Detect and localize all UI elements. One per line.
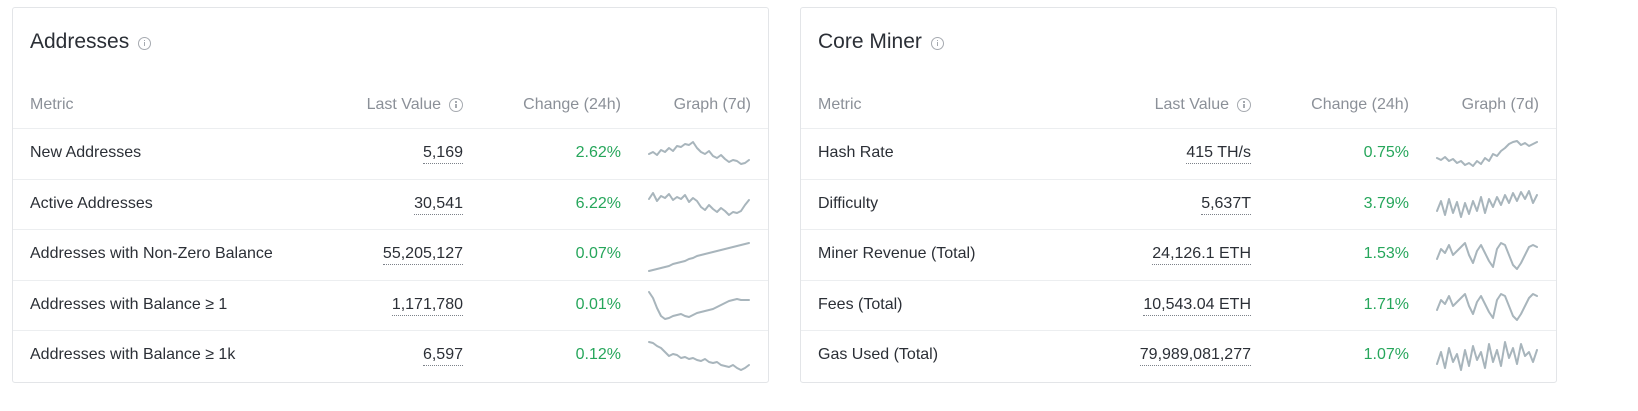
metric-table: New Addresses 5,169 2.62% Active Address… <box>13 128 768 382</box>
header-metric: Metric <box>818 96 862 113</box>
header-last-value: Last Value <box>367 96 463 114</box>
change-value: 3.79% <box>1363 194 1409 212</box>
table-row[interactable]: Active Addresses 30,541 6.22% <box>13 178 768 230</box>
info-icon[interactable] <box>138 36 152 50</box>
sparkline-chart[interactable] <box>647 133 751 173</box>
sparkline-chart[interactable] <box>647 184 751 224</box>
panel-header: Core Miner <box>818 30 944 54</box>
table-row[interactable]: Addresses with Balance ≥ 1k 6,597 0.12% <box>13 330 768 382</box>
table-row[interactable]: Difficulty 5,637T 3.79% <box>801 178 1556 230</box>
change-value: 6.22% <box>575 194 621 212</box>
sparkline-chart[interactable] <box>647 335 751 375</box>
header-graph: Graph (7d) <box>673 96 751 113</box>
last-value[interactable]: 10,543.04 ETH <box>1143 296 1251 316</box>
last-value[interactable]: 5,169 <box>422 144 463 164</box>
column-headers: Metric Last Value Change (24h) Graph (7d… <box>801 94 1556 128</box>
metric-name[interactable]: Hash Rate <box>818 144 894 161</box>
panel-title: Core Miner <box>818 30 922 53</box>
sparkline-chart[interactable] <box>1435 335 1539 375</box>
change-value: 2.62% <box>575 144 621 161</box>
metric-name[interactable]: New Addresses <box>30 144 142 161</box>
column-headers: Metric Last Value Change (24h) Graph (7d… <box>13 94 768 128</box>
metric-name[interactable]: Addresses with Non-Zero Balance <box>30 245 273 263</box>
info-icon[interactable] <box>930 36 944 50</box>
info-icon[interactable] <box>1237 98 1251 112</box>
header-change: Change (24h) <box>523 96 621 113</box>
last-value[interactable]: 24,126.1 ETH <box>1152 245 1251 266</box>
last-value[interactable]: 415 TH/s <box>1186 144 1251 164</box>
table-row[interactable]: Miner Revenue (Total) 24,126.1 ETH 1.53% <box>801 229 1556 280</box>
change-value: 1.07% <box>1363 346 1409 364</box>
table-row[interactable]: Fees (Total) 10,543.04 ETH 1.71% <box>801 279 1556 331</box>
last-value[interactable]: 1,171,780 <box>391 296 463 316</box>
header-change: Change (24h) <box>1311 96 1409 113</box>
panel-title: Addresses <box>30 30 130 53</box>
metric-name[interactable]: Addresses with Balance ≥ 1 <box>30 295 228 313</box>
sparkline-chart[interactable] <box>1435 234 1539 274</box>
table-row[interactable]: Hash Rate 415 TH/s 0.75% <box>801 128 1556 179</box>
table-row[interactable]: Addresses with Balance ≥ 1 1,171,780 0.0… <box>13 279 768 331</box>
change-value: 1.71% <box>1363 295 1409 313</box>
metric-name[interactable]: Active Addresses <box>30 194 153 212</box>
core-miner-panel: Core Miner Metric Last Value Change (24h… <box>800 7 1557 383</box>
change-value: 0.01% <box>575 295 621 313</box>
header-last-value: Last Value <box>1155 96 1251 114</box>
last-value[interactable]: 79,989,081,277 <box>1139 346 1251 367</box>
last-value[interactable]: 6,597 <box>422 346 463 367</box>
metric-name[interactable]: Fees (Total) <box>818 295 903 313</box>
sparkline-chart[interactable] <box>647 285 751 325</box>
addresses-panel: Addresses Metric Last Value Change (24h)… <box>12 7 769 383</box>
header-last-value-label: Last Value <box>366 96 441 113</box>
header-graph: Graph (7d) <box>1461 96 1539 113</box>
sparkline-chart[interactable] <box>1435 133 1539 173</box>
metric-name[interactable]: Miner Revenue (Total) <box>818 245 976 263</box>
header-last-value-label: Last Value <box>1154 96 1229 113</box>
sparkline-chart[interactable] <box>1435 184 1539 224</box>
change-value: 1.53% <box>1363 245 1409 263</box>
metric-name[interactable]: Difficulty <box>818 194 879 212</box>
table-row[interactable]: New Addresses 5,169 2.62% <box>13 128 768 179</box>
metric-name[interactable]: Addresses with Balance ≥ 1k <box>30 346 236 364</box>
sparkline-chart[interactable] <box>647 234 751 274</box>
header-metric: Metric <box>30 96 74 113</box>
info-icon[interactable] <box>449 98 463 112</box>
last-value[interactable]: 55,205,127 <box>382 245 463 266</box>
change-value: 0.75% <box>1363 144 1409 161</box>
metric-table: Hash Rate 415 TH/s 0.75% Difficulty 5,63… <box>801 128 1556 382</box>
sparkline-chart[interactable] <box>1435 285 1539 325</box>
last-value[interactable]: 30,541 <box>414 195 463 215</box>
change-value: 0.07% <box>575 245 621 263</box>
metric-name[interactable]: Gas Used (Total) <box>818 346 939 364</box>
table-row[interactable]: Addresses with Non-Zero Balance 55,205,1… <box>13 229 768 280</box>
last-value[interactable]: 5,637T <box>1201 195 1251 215</box>
table-row[interactable]: Gas Used (Total) 79,989,081,277 1.07% <box>801 330 1556 382</box>
panel-header: Addresses <box>30 30 152 54</box>
change-value: 0.12% <box>575 346 621 364</box>
